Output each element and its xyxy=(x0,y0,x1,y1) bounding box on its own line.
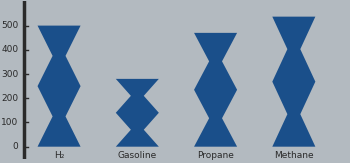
Polygon shape xyxy=(37,26,80,147)
Text: 200: 200 xyxy=(1,94,18,103)
Text: 300: 300 xyxy=(1,70,18,79)
Text: 500: 500 xyxy=(1,21,18,30)
Text: 100: 100 xyxy=(1,118,18,127)
Polygon shape xyxy=(194,33,237,147)
Text: H₂: H₂ xyxy=(54,151,64,160)
Text: 0: 0 xyxy=(13,142,18,151)
Text: 400: 400 xyxy=(1,45,18,54)
Polygon shape xyxy=(116,79,159,147)
Text: Propane: Propane xyxy=(197,151,234,160)
Polygon shape xyxy=(272,17,315,147)
Text: Methane: Methane xyxy=(274,151,314,160)
Text: Gasoline: Gasoline xyxy=(118,151,157,160)
